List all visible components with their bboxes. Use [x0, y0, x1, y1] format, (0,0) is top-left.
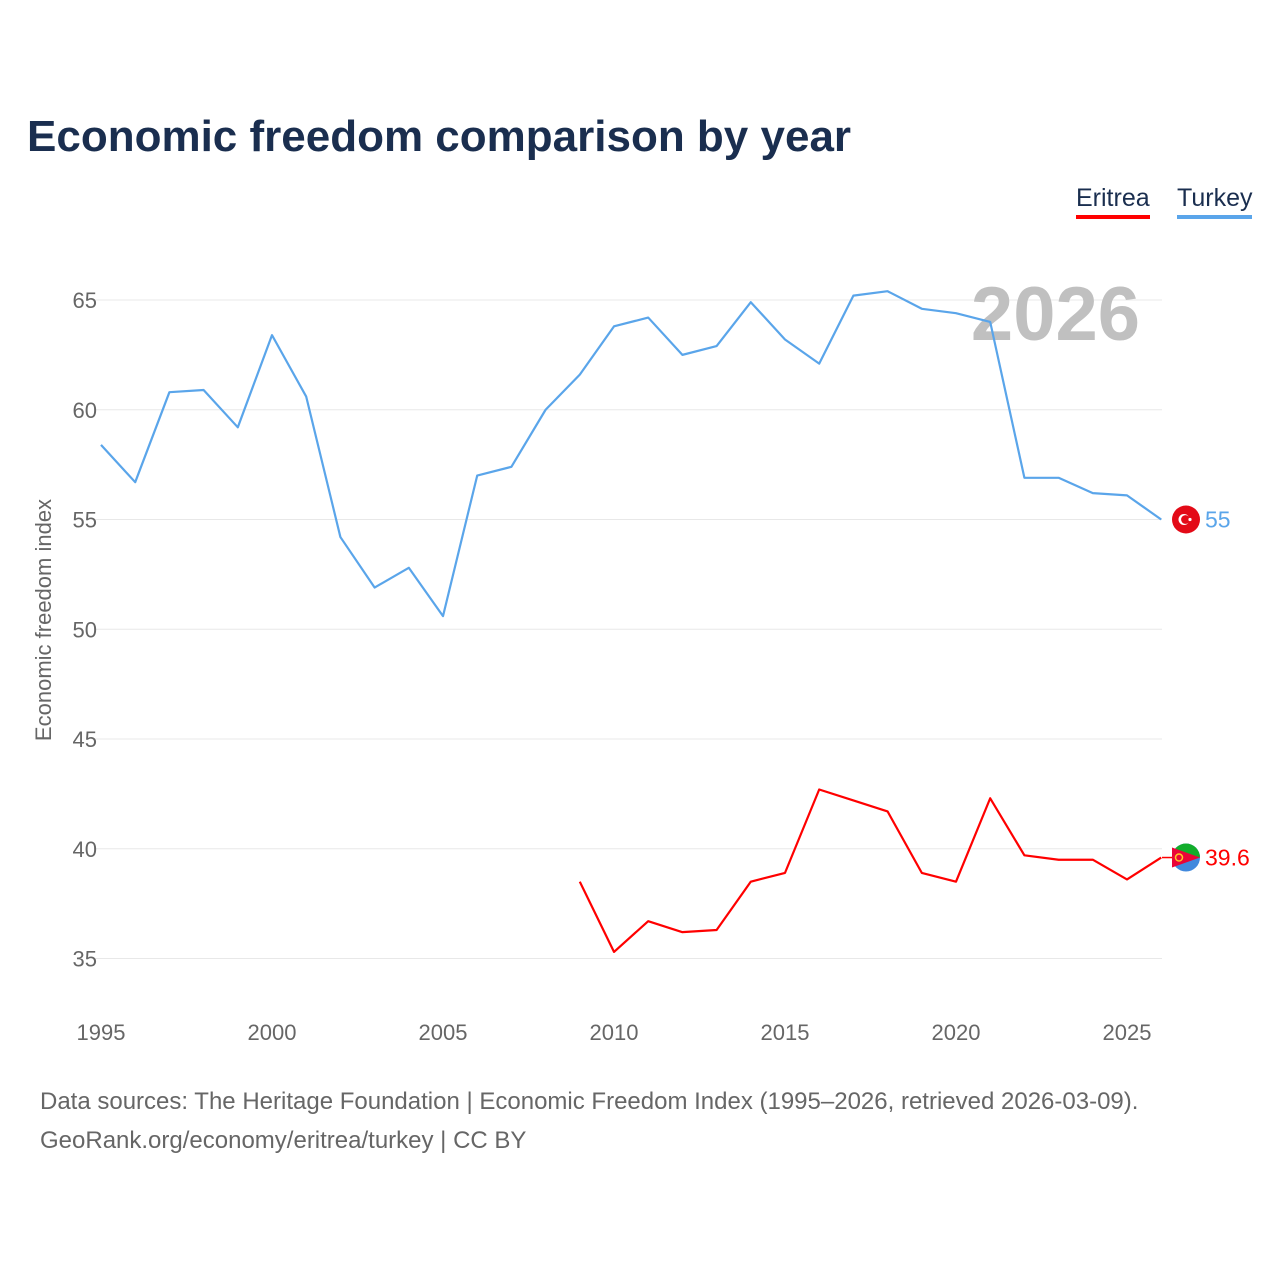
data-point[interactable]: [235, 424, 241, 430]
data-point[interactable]: [816, 786, 822, 792]
data-point[interactable]: [953, 310, 959, 316]
data-point[interactable]: [679, 352, 685, 358]
data-point[interactable]: [782, 870, 788, 876]
data-point[interactable]: [816, 361, 822, 367]
data-point[interactable]: [1021, 475, 1027, 481]
x-tick-label: 2020: [932, 1020, 981, 1045]
data-point[interactable]: [1158, 517, 1164, 523]
data-point[interactable]: [303, 394, 309, 400]
data-point[interactable]: [98, 442, 104, 448]
x-tick-label: 2025: [1103, 1020, 1152, 1045]
data-point[interactable]: [679, 929, 685, 935]
data-point[interactable]: [337, 534, 343, 540]
eritrea-flag-icon: [1162, 843, 1200, 872]
data-point[interactable]: [269, 332, 275, 338]
data-point[interactable]: [714, 927, 720, 933]
turkey-end-label: 55: [1205, 507, 1231, 533]
data-point[interactable]: [919, 870, 925, 876]
legend-eritrea[interactable]: Eritrea: [1076, 184, 1150, 219]
data-point[interactable]: [885, 288, 891, 294]
data-point[interactable]: [372, 585, 378, 591]
year-watermark: 2026: [971, 272, 1140, 357]
data-point[interactable]: [953, 879, 959, 885]
y-tick-label: 45: [73, 727, 97, 752]
data-point[interactable]: [611, 949, 617, 955]
data-point[interactable]: [406, 565, 412, 571]
legend-turkey[interactable]: Turkey: [1177, 184, 1253, 219]
data-point[interactable]: [748, 879, 754, 885]
data-point[interactable]: [1021, 852, 1027, 858]
data-point[interactable]: [577, 879, 583, 885]
x-tick-label: 1995: [77, 1020, 126, 1045]
data-point[interactable]: [645, 315, 651, 321]
y-tick-label: 35: [73, 947, 97, 972]
y-tick-label: 55: [73, 508, 97, 533]
data-point[interactable]: [201, 387, 207, 393]
data-point[interactable]: [132, 479, 138, 485]
eritrea-end-label: 39.6: [1205, 845, 1250, 871]
data-point[interactable]: [748, 299, 754, 305]
data-point[interactable]: [474, 473, 480, 479]
data-point[interactable]: [885, 808, 891, 814]
data-point[interactable]: [1124, 492, 1130, 498]
data-point[interactable]: [645, 918, 651, 924]
data-point[interactable]: [1090, 490, 1096, 496]
x-tick-label: 2000: [248, 1020, 297, 1045]
data-point[interactable]: [850, 293, 856, 299]
data-point[interactable]: [987, 319, 993, 325]
data-point[interactable]: [543, 407, 549, 413]
data-point[interactable]: [1056, 475, 1062, 481]
y-axis-label: Economic freedom index: [31, 499, 56, 741]
chart-title: Economic freedom comparison by year: [27, 112, 852, 161]
data-point[interactable]: [166, 389, 172, 395]
x-tick-label: 2010: [590, 1020, 639, 1045]
x-tick-label: 2005: [419, 1020, 468, 1045]
data-point[interactable]: [508, 464, 514, 470]
y-tick-label: 50: [73, 617, 97, 642]
y-tick-label: 40: [73, 837, 97, 862]
data-point[interactable]: [987, 795, 993, 801]
data-point[interactable]: [782, 337, 788, 343]
data-point[interactable]: [1056, 857, 1062, 863]
data-point[interactable]: [714, 343, 720, 349]
data-point[interactable]: [440, 613, 446, 619]
data-point[interactable]: [611, 323, 617, 329]
x-tick-label: 2015: [761, 1020, 810, 1045]
footer-sources: Data sources: The Heritage Foundation | …: [40, 1088, 1139, 1115]
data-point[interactable]: [850, 797, 856, 803]
turkey-flag-icon: [1172, 505, 1200, 534]
data-point[interactable]: [1090, 857, 1096, 863]
series-line-eritrea: [578, 788, 1162, 954]
y-tick-label: 65: [73, 288, 97, 313]
data-point[interactable]: [577, 372, 583, 378]
data-point[interactable]: [919, 306, 925, 312]
series-line-turkey: [100, 290, 1162, 618]
data-point[interactable]: [1124, 876, 1130, 882]
y-tick-label: 60: [73, 398, 97, 423]
footer-link[interactable]: GeoRank.org/economy/eritrea/turkey | CC …: [40, 1127, 527, 1154]
